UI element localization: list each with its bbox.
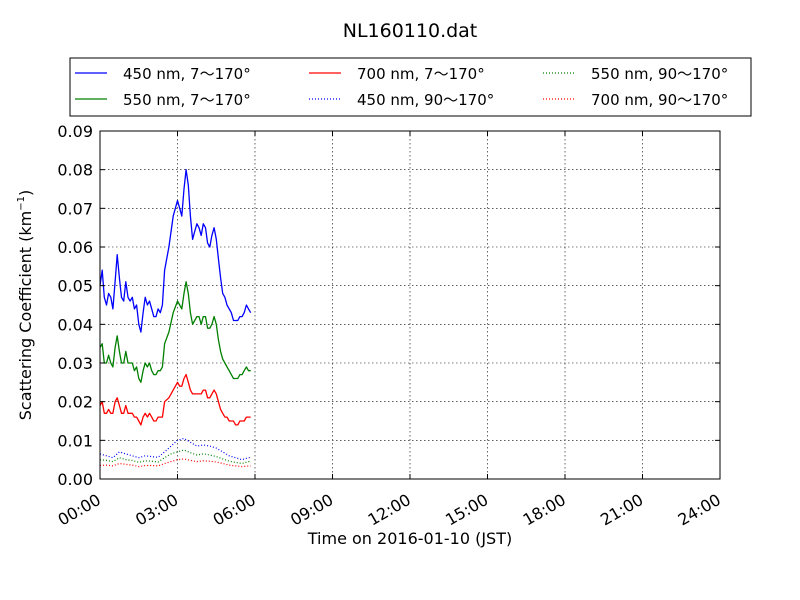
y-axis-label-main: Scattering Coefficient (km: [16, 211, 35, 421]
series-line-2: [99, 373, 251, 426]
chart-title: NL160110.dat: [343, 20, 478, 42]
x-tick-label: 03:00: [132, 490, 181, 530]
legend-label: 550 nm, 90～170°: [591, 65, 728, 83]
ticks: [99, 130, 721, 480]
legend: 450 nm, 7～170° 700 nm, 7～170° 550 nm, 90～1…: [69, 57, 752, 117]
tick-labels: 00:00 03:00 06:00 09:00 12:00 15:00 18:00 21:00…: [55, 122, 724, 530]
y-tick-label: 0.05: [57, 277, 93, 296]
y-axis-label-end: ): [16, 190, 35, 196]
x-tick-label: 21:00: [597, 490, 646, 530]
legend-label: 550 nm, 7～170°: [123, 91, 251, 109]
y-tick-label: 0.09: [57, 122, 93, 141]
x-axis-label: Time on 2016-01-10 (JST): [307, 529, 512, 548]
legend-label: 700 nm, 90～170°: [591, 91, 728, 109]
legend-label: 450 nm, 7～170°: [123, 65, 251, 83]
y-tick-label: 0.03: [57, 354, 93, 373]
legend-label: 450 nm, 90～170°: [357, 91, 494, 109]
x-tick-label: 09:00: [287, 490, 336, 530]
x-tick-label: 24:00: [675, 490, 724, 530]
series-line-4: [99, 449, 251, 465]
y-axis-label: Scattering Coefficient (km−1): [16, 190, 35, 421]
series-line-5: [99, 458, 251, 468]
x-tick-label: 00:00: [55, 490, 104, 530]
y-tick-label: 0.07: [57, 199, 93, 218]
x-tick-label: 15:00: [442, 490, 491, 530]
series-line-1: [99, 281, 251, 383]
y-axis-label-sup: −1: [16, 196, 27, 211]
y-tick-label: 0.02: [57, 393, 93, 412]
y-tick-label: 0.04: [57, 315, 93, 334]
y-tick-label: 0.06: [57, 238, 93, 257]
x-tick-label: 12:00: [365, 490, 414, 530]
legend-box: [69, 57, 752, 117]
series-line-0: [99, 169, 252, 333]
series-layer: [99, 169, 252, 468]
y-tick-label: 0.08: [57, 161, 93, 180]
y-tick-label: 0.00: [57, 470, 93, 489]
legend-label: 700 nm, 7～170°: [357, 65, 485, 83]
grid: [100, 131, 720, 479]
series-line-3: [99, 437, 251, 461]
y-tick-label: 0.01: [57, 431, 93, 450]
x-tick-label: 18:00: [520, 490, 569, 530]
x-tick-label: 06:00: [210, 490, 259, 530]
